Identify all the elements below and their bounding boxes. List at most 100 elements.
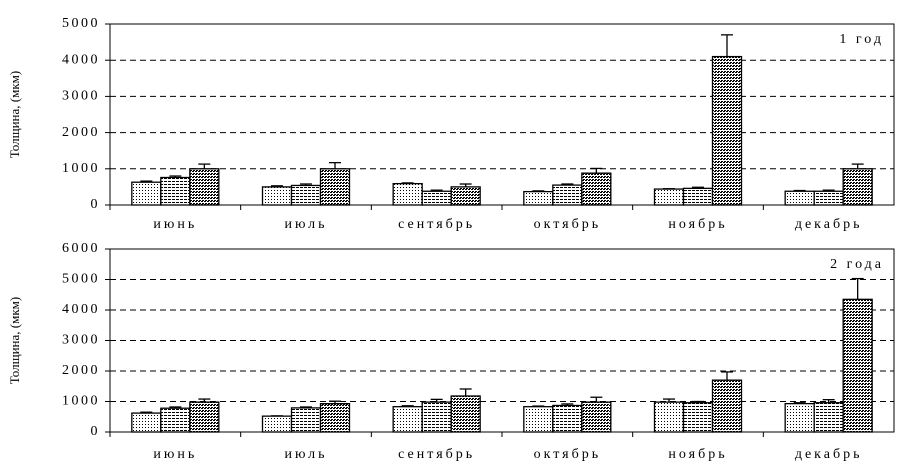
x-tick-label: декабрь [795,217,863,232]
error-bar [401,405,414,407]
y-tick-label: 4000 [62,52,100,67]
x-tick-label: июнь [153,447,197,462]
y-tick-label: 0 [91,197,101,212]
error-bar [459,388,472,397]
y-tick-label: 5000 [62,16,100,31]
bar [290,407,322,433]
x-tick-label: ноябрь [668,447,727,462]
bar [261,186,293,206]
annotation: 2 года [830,257,884,272]
bar [581,401,612,433]
y-tick-label: 0 [91,424,101,439]
error-bar [430,398,443,403]
error-bar [590,396,603,403]
error-bar [851,163,864,169]
error-bar [663,398,675,403]
x-tick-label: июль [285,217,328,232]
error-bar [140,411,153,414]
x-tick-label: октябрь [534,217,602,232]
error-bar [822,399,835,403]
error-bar [300,183,312,186]
error-bar [329,400,341,404]
error-bar [561,403,574,406]
bar [160,176,191,206]
error-bar [692,186,704,189]
bar [711,379,743,433]
error-bar [822,189,835,192]
bar [189,168,220,206]
plot-frame [109,23,895,206]
error-bar [140,180,153,183]
bar [189,401,220,433]
bar [581,172,612,206]
error-bar [532,190,545,192]
annotation: 1 год [839,32,884,47]
y-tick-label: 4000 [62,302,100,317]
bar [653,188,685,206]
x-tick-label: октябрь [534,447,602,462]
error-bar [169,406,182,409]
bar [392,182,423,206]
bar [421,190,452,206]
y-tick-label: 6000 [62,241,100,256]
y-tick-label: 1000 [62,161,100,176]
bar [131,181,162,206]
x-tick-label: июль [285,447,328,462]
error-bar [793,402,806,404]
bar [523,190,554,206]
error-bar [590,167,603,174]
bar [131,412,162,433]
y-tick-label: 3000 [62,89,100,104]
bar [842,168,873,206]
bar [450,186,481,206]
bar [784,402,815,433]
bar [261,415,293,433]
error-bar [401,182,414,184]
x-tick-label: сентябрь [398,217,475,232]
y-tick-label: 1000 [62,394,100,409]
error-bar [459,183,472,187]
y-tick-label: 2000 [62,363,100,378]
bar [450,395,481,433]
bar [682,402,714,433]
error-bar [692,400,704,403]
error-bar [561,183,574,186]
error-bar [851,277,864,300]
error-bar [430,189,443,192]
bar [842,298,873,433]
bar [160,407,191,433]
error-bar [198,163,211,169]
bar [682,187,714,206]
bar [653,401,685,433]
error-bar [532,405,545,407]
y-tick-label: 3000 [62,333,100,348]
x-tick-label: ноябрь [668,217,727,232]
y-axis-label: Толщина, (мкм) [7,297,22,384]
x-tick-label: декабрь [795,447,863,462]
error-bar [198,398,211,403]
error-bar [329,161,341,169]
bar [552,184,583,206]
x-tick-label: сентябрь [398,447,475,462]
x-tick-label: июнь [153,217,197,232]
error-bar [721,34,733,57]
bar [319,402,351,433]
y-tick-label: 2000 [62,125,100,140]
error-bar [721,371,733,381]
bar [290,184,322,206]
bar [711,55,743,206]
error-bar [169,175,182,178]
bar [523,406,554,433]
y-tick-label: 5000 [62,272,100,287]
bar [784,190,815,206]
error-bar [793,189,806,192]
error-bar [271,185,283,187]
error-bar [300,406,312,408]
bar [813,190,844,206]
bar [392,406,423,433]
bar [813,402,844,433]
bar [552,404,583,433]
bar [319,168,351,206]
